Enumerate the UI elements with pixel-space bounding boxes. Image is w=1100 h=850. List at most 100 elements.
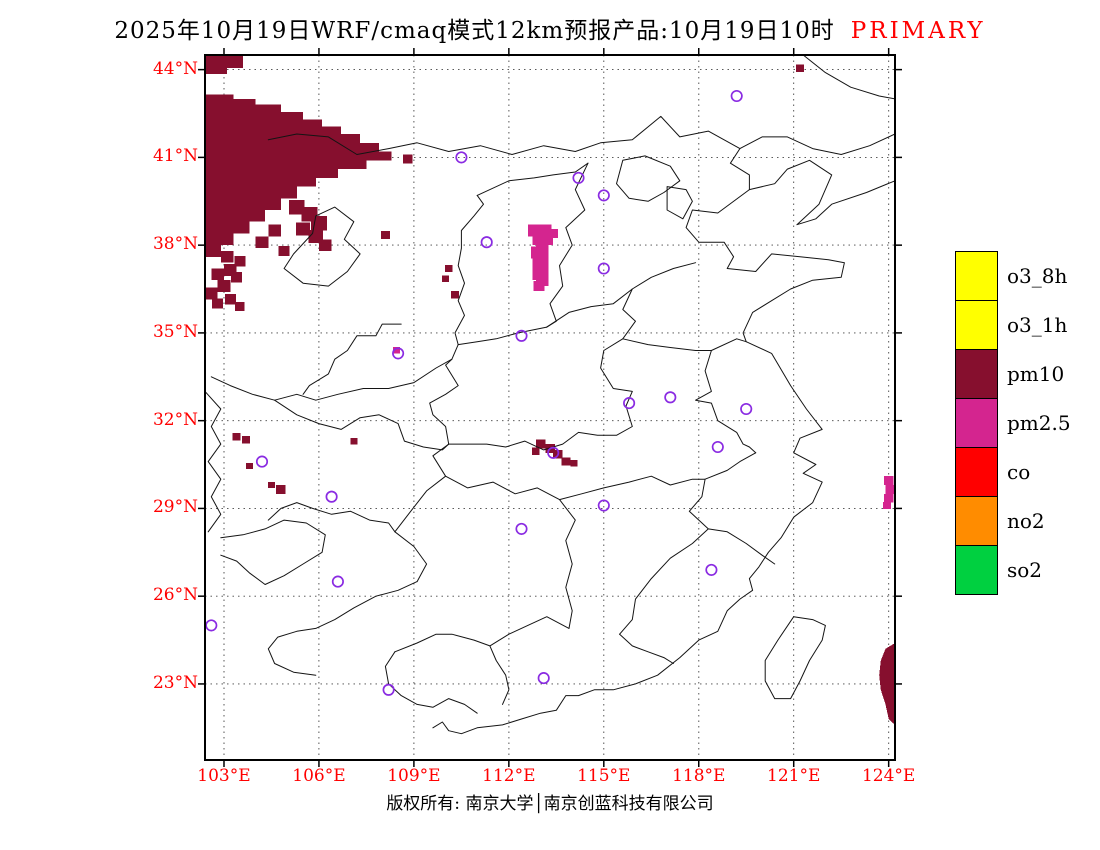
pm25-cell [883, 476, 894, 485]
station-marker [331, 575, 344, 588]
lat-tick-label: 35°N [152, 321, 198, 342]
pm25-cell [533, 281, 545, 292]
pm25-cell [885, 485, 895, 494]
pm25-cell [538, 224, 552, 237]
station-marker [205, 619, 218, 632]
province-boundary [559, 499, 576, 629]
pm10-region [205, 94, 392, 257]
legend-label: no2 [1007, 509, 1045, 533]
legend-entry: o3_8h [955, 251, 1071, 301]
province-boundary [616, 155, 681, 202]
station-marker [740, 402, 753, 416]
province-boundary [802, 55, 895, 100]
title-primary-pollutant: PRIMARY [850, 18, 986, 44]
province-boundary [432, 443, 706, 501]
legend-entry: pm10 [955, 349, 1071, 399]
province-boundary [394, 616, 570, 653]
pm10-cell [278, 245, 290, 257]
pm25-cell [532, 268, 546, 281]
province-boundary [476, 162, 589, 196]
province-boundary [283, 206, 361, 287]
station-marker [664, 391, 677, 404]
station-marker [480, 236, 493, 249]
legend-swatch-o3_1h [955, 300, 998, 350]
copyright-footer: 版权所有: 南京大学│南京创蓝科技有限公司 [386, 794, 714, 814]
lat-tick-label: 38°N [152, 234, 198, 255]
province-boundary [729, 133, 895, 191]
pm10-cell [350, 437, 358, 445]
legend-swatch-so2 [955, 545, 998, 595]
station-marker [597, 262, 610, 275]
pm10-cell [531, 447, 540, 455]
map-area [198, 48, 902, 767]
province-boundary [695, 350, 757, 454]
province-boundary [546, 262, 697, 328]
station-marker [597, 189, 610, 202]
title-text: 2025年10月19日WRF/cmaq模式12km预报产品:10月19日10时 [114, 18, 835, 44]
legend-label: pm2.5 [1007, 411, 1071, 435]
pm25-cell [883, 501, 891, 510]
legend-swatch-o3_8h [955, 251, 998, 301]
province-boundary [619, 528, 709, 635]
legend-swatch-co [955, 447, 998, 497]
pm25-cell [883, 493, 894, 503]
pm25-cell [543, 236, 554, 246]
province-boundary [489, 645, 510, 705]
legend-label: so2 [1007, 558, 1043, 582]
lat-tick-label: 41°N [152, 146, 198, 167]
page-title: 2025年10月19日WRF/cmaq模式12km预报产品:10月19日10时 P… [0, 11, 1100, 45]
pm25-cell [393, 347, 400, 354]
pm10-cell [232, 433, 241, 441]
pm10-cell [402, 154, 413, 164]
map-layers [205, 55, 895, 760]
legend: o3_8h o3_1h pm10 pm2.5 co no2 so2 [955, 251, 1071, 595]
pm10-cell [245, 462, 253, 470]
station-marker [537, 672, 550, 685]
station-marker [547, 446, 560, 459]
pm10-cell [205, 287, 218, 300]
province-boundary [274, 399, 450, 451]
province-boundary [688, 452, 776, 565]
legend-entry: pm2.5 [955, 398, 1071, 448]
province-boundary [622, 288, 747, 351]
pm10-cell [318, 239, 332, 251]
legend-entry: o3_1h [955, 300, 1071, 350]
station-marker [455, 151, 468, 164]
pm10-cell [212, 298, 224, 309]
lon-tick-label: 106°E [292, 766, 346, 786]
legend-entry: co [955, 447, 1071, 497]
pm10-cell [220, 251, 234, 263]
lat-tick-label: 29°N [152, 497, 198, 518]
pm10-cell [242, 436, 251, 444]
province-boundary [205, 390, 222, 533]
pm10-cell [444, 264, 453, 273]
legend-label: co [1007, 460, 1031, 484]
pm10-cell [217, 280, 231, 292]
province-boundary [457, 326, 548, 346]
lon-tick-label: 103°E [197, 766, 251, 786]
province-boundary [619, 633, 674, 664]
province-boundary [764, 616, 826, 700]
pm25-cell [548, 229, 558, 238]
lon-tick-label: 121°E [767, 766, 821, 786]
pm25-cell [532, 256, 546, 269]
pm10-cell [288, 199, 305, 215]
legend-swatch-pm10 [955, 349, 998, 399]
pm10-cell [224, 264, 237, 276]
lat-tick-label: 32°N [152, 409, 198, 430]
pm10-cell [442, 275, 450, 282]
pm10-cell [451, 291, 459, 299]
province-boundary [210, 344, 459, 401]
map-frame [204, 54, 896, 761]
pm10-cell [276, 485, 286, 494]
lon-tick-label: 112°E [482, 766, 536, 786]
lat-tick-label: 44°N [152, 58, 198, 79]
pm25-cell [535, 274, 549, 287]
pm10-cell [296, 222, 311, 236]
pm10-region [879, 643, 895, 725]
legend-swatch-no2 [955, 496, 998, 546]
station-marker [515, 329, 528, 342]
station-marker [623, 397, 636, 410]
station-marker [705, 563, 718, 576]
